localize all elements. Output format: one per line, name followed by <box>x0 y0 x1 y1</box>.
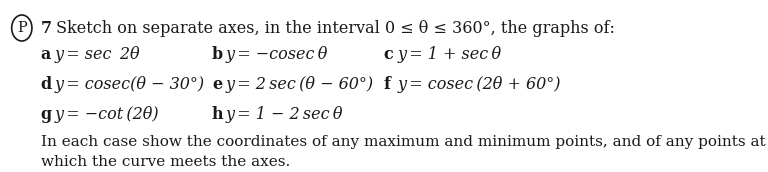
Text: g: g <box>41 105 51 122</box>
Text: In each case show the coordinates of any maximum and minimum points, and of any : In each case show the coordinates of any… <box>41 135 765 149</box>
Text: Sketch on separate axes, in the interval 0 ≤ θ ≤ 360°, the graphs of:: Sketch on separate axes, in the interval… <box>56 19 615 36</box>
Text: y = −cosec θ: y = −cosec θ <box>226 46 328 62</box>
Text: y = sec  2θ: y = sec 2θ <box>55 46 140 62</box>
Text: y = 1 − 2 sec θ: y = 1 − 2 sec θ <box>226 105 343 122</box>
Text: a: a <box>41 46 51 62</box>
Text: b: b <box>212 46 223 62</box>
Text: y = cosec (2θ + 60°): y = cosec (2θ + 60°) <box>397 76 561 93</box>
Text: y = cosec(θ − 30°): y = cosec(θ − 30°) <box>55 76 204 93</box>
Text: c: c <box>383 46 393 62</box>
Text: y = −cot (2θ): y = −cot (2θ) <box>55 105 159 122</box>
Text: e: e <box>212 76 222 93</box>
Text: y = 2 sec (θ − 60°): y = 2 sec (θ − 60°) <box>226 76 374 93</box>
Text: y = 1 + sec θ: y = 1 + sec θ <box>397 46 502 62</box>
Text: h: h <box>212 105 223 122</box>
Text: 7: 7 <box>41 19 51 36</box>
Text: d: d <box>41 76 51 93</box>
Text: f: f <box>383 76 390 93</box>
Text: which the curve meets the axes.: which the curve meets the axes. <box>41 155 290 169</box>
Text: P: P <box>17 21 27 35</box>
